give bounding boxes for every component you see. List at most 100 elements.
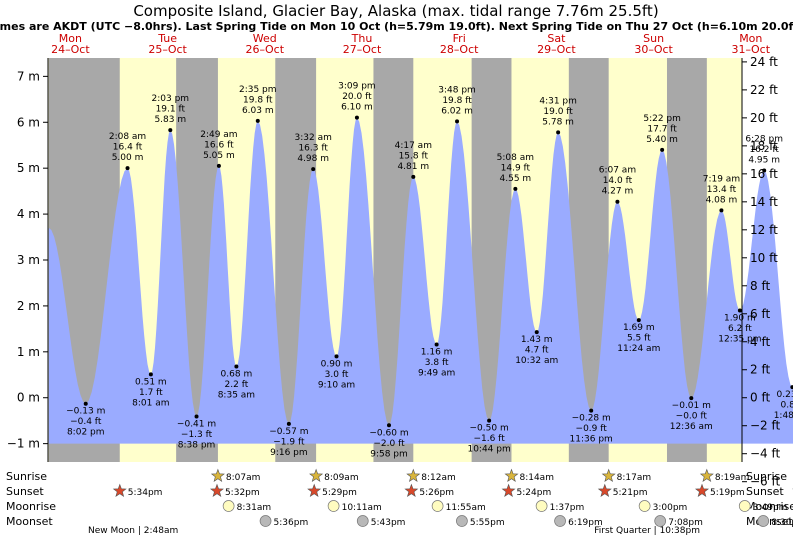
sunset-icon	[404, 483, 419, 498]
row-label-right: Sunrise	[746, 470, 787, 483]
moonset-time: 6:19pm	[568, 518, 603, 528]
left-tick-label: 5 m	[17, 161, 40, 175]
sunrise-time: 8:14am	[519, 473, 554, 483]
day-date-label: 27–Oct	[343, 43, 382, 56]
high-tide-label: 4.55 m	[500, 174, 532, 184]
high-tide-label: 4.81 m	[397, 162, 429, 172]
left-tick-label: 3 m	[17, 253, 40, 267]
low-tide-label: 6.2 ft	[728, 324, 752, 334]
sunrise-icon	[210, 468, 225, 483]
right-tick-label: 22 ft	[750, 83, 778, 97]
high-tide-label: 19.8 ft	[243, 95, 273, 105]
high-tide-point	[762, 168, 767, 173]
sunset-icon	[307, 483, 322, 498]
sunset-time: 5:32pm	[225, 488, 260, 498]
high-tide-label: 7:19 am	[703, 174, 740, 184]
high-tide-label: 6.02 m	[441, 106, 473, 116]
high-tide-label: 13.4 ft	[707, 185, 737, 195]
low-tide-label: 8:02 pm	[67, 428, 105, 438]
high-tide-point	[354, 115, 359, 120]
left-tick-label: 1 m	[17, 345, 40, 359]
high-tide-label: 19.8 ft	[442, 96, 472, 106]
low-tide-point	[286, 421, 291, 426]
high-tide-label: 14.0 ft	[603, 176, 633, 186]
high-tide-label: 5.78 m	[542, 117, 574, 127]
chart-subtitle: Times are AKDT (UTC −8.0hrs). Last Sprin…	[0, 20, 793, 33]
high-tide-label: 5.40 m	[646, 135, 678, 145]
right-tick-label: −4 ft	[750, 447, 781, 461]
low-tide-label: 0.51 m	[135, 377, 167, 387]
day-date-label: 26–Oct	[246, 43, 285, 56]
low-tide-label: 0.90 m	[321, 359, 353, 369]
moon-phase-first-quarter: First Quarter | 10:38pm	[594, 526, 700, 536]
moonset-icon	[356, 515, 369, 527]
high-tide-point	[168, 128, 173, 133]
sunrise-icon	[309, 468, 324, 483]
low-tide-point	[148, 372, 153, 377]
moonset-icon	[456, 515, 468, 527]
moonrise-time: 11:55am	[446, 503, 486, 513]
low-tide-label: −1.9 ft	[273, 437, 305, 447]
high-tide-label: 4.08 m	[706, 195, 738, 205]
moonrise-icon	[431, 500, 444, 512]
moonrise-time: 3:49pm	[753, 503, 788, 513]
low-tide-label: 9:10 am	[318, 380, 355, 390]
moonset-icon	[654, 515, 667, 527]
astronomy-rows: Sunrise Sunrise Sunset Sunset Moonrise Moonri…	[6, 468, 793, 528]
day-date-label: 24–Oct	[51, 43, 90, 56]
right-tick-label: 2 ft	[750, 363, 770, 377]
low-tide-label: 1.69 m	[623, 323, 655, 333]
sunset-time: 5:21pm	[613, 488, 648, 498]
low-tide-point	[689, 396, 694, 401]
sunset-icon	[501, 483, 516, 498]
low-tide-label: 11:36 pm	[570, 435, 613, 445]
low-tide-label: −0.50 m	[470, 424, 509, 434]
moonrise-icon	[738, 500, 751, 512]
day-date-label: 30–Oct	[634, 43, 673, 56]
row-label-left: Moonset	[6, 515, 53, 528]
low-tide-label: 9:58 pm	[370, 449, 408, 459]
low-tide-label: 8:35 am	[218, 391, 255, 401]
high-tide-label: 2:08 am	[109, 132, 146, 142]
day-name-label: Wed	[253, 32, 277, 45]
low-tide-label: 1:48 am	[774, 411, 793, 421]
moonset-time: 7:08pm	[668, 518, 703, 528]
sunrise-time: 8:17am	[617, 473, 652, 483]
low-tide-label: −0.4 ft	[70, 417, 102, 427]
left-tick-label: 0 m	[17, 391, 40, 405]
low-tide-label: −0.28 m	[572, 414, 611, 424]
low-tide-point	[737, 308, 742, 313]
high-tide-label: 3:48 pm	[438, 85, 476, 95]
high-tide-label: 5:22 pm	[643, 114, 681, 124]
moonset-time: 5:55pm	[470, 518, 505, 528]
low-tide-label: 8:01 am	[132, 398, 169, 408]
moonrise-time: 10:11am	[342, 503, 382, 513]
row-label-right: Moonset	[746, 515, 793, 528]
low-tide-label: 4.7 ft	[525, 346, 549, 356]
right-tick-label: 14 ft	[750, 195, 778, 209]
low-tide-point	[534, 330, 539, 335]
high-tide-label: 16.2 ft	[749, 145, 779, 155]
day-date-label: 28–Oct	[440, 43, 479, 56]
high-tide-label: 6.03 m	[242, 106, 274, 116]
low-tide-label: −1.3 ft	[181, 430, 213, 440]
high-tide-point	[216, 163, 221, 168]
low-tide-label: 1.16 m	[421, 347, 453, 357]
right-tick-label: −2 ft	[750, 419, 781, 433]
day-name-label: Mon	[739, 32, 762, 45]
low-tide-label: −0.57 m	[269, 427, 308, 437]
high-tide-point	[660, 147, 665, 152]
low-tide-label: 12:35 pm	[718, 335, 761, 345]
low-tide-point	[387, 423, 391, 428]
high-tide-point	[513, 186, 518, 191]
right-tick-label: 8 ft	[750, 279, 770, 293]
moonrise-icon	[222, 500, 235, 512]
high-tide-label: 17.7 ft	[647, 124, 677, 134]
high-tide-label: 6:28 pm	[745, 134, 783, 144]
moon-phase-new: New Moon | 2:48am	[88, 526, 178, 536]
low-tide-label: −0.0 ft	[676, 412, 708, 422]
moonset-icon	[757, 515, 770, 527]
row-label-right: Sunset	[746, 485, 784, 498]
